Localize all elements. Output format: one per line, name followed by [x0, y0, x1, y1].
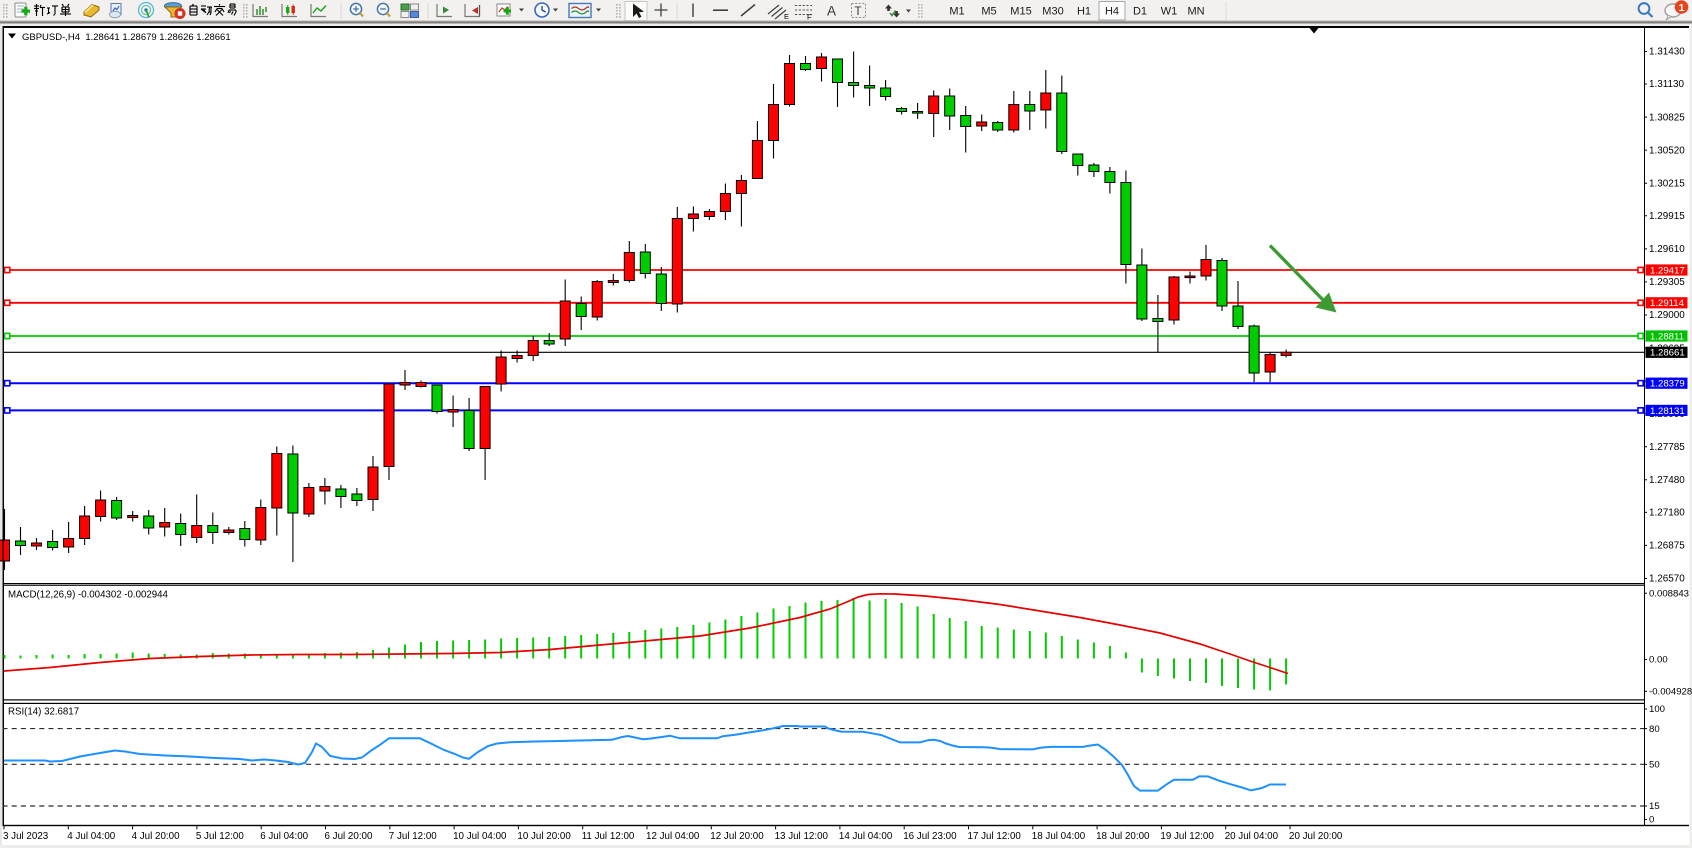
svg-text:A: A: [827, 4, 836, 19]
svg-text:1.28661: 1.28661: [1650, 348, 1685, 359]
svg-text:12 Jul 04:00: 12 Jul 04:00: [646, 831, 700, 842]
svg-text:1.29610: 1.29610: [1649, 244, 1685, 255]
svg-text:F: F: [807, 13, 812, 22]
svg-text:5 Jul 12:00: 5 Jul 12:00: [196, 831, 244, 842]
svg-text:6 Jul 04:00: 6 Jul 04:00: [260, 831, 308, 842]
svg-text:6 Jul 20:00: 6 Jul 20:00: [325, 831, 373, 842]
svg-text:12 Jul 20:00: 12 Jul 20:00: [710, 831, 764, 842]
svg-text:1.28131: 1.28131: [1650, 406, 1685, 417]
svg-text:16 Jul 23:00: 16 Jul 23:00: [903, 831, 957, 842]
svg-text:MACD(12,26,9) -0.004302 -0.002: MACD(12,26,9) -0.004302 -0.002944: [8, 590, 169, 601]
svg-text:M1: M1: [949, 6, 964, 18]
svg-text:H1: H1: [1077, 6, 1091, 18]
svg-text:W1: W1: [1161, 6, 1178, 18]
svg-text:1.27480: 1.27480: [1649, 475, 1685, 486]
svg-text:1.29000: 1.29000: [1649, 310, 1685, 321]
svg-text:7 Jul 12:00: 7 Jul 12:00: [389, 831, 437, 842]
svg-text:50: 50: [1649, 760, 1660, 771]
svg-text:80: 80: [1649, 724, 1660, 735]
svg-text:H4: H4: [1105, 6, 1119, 18]
svg-text:20 Jul 04:00: 20 Jul 04:00: [1225, 831, 1279, 842]
svg-text:1.31130: 1.31130: [1649, 79, 1684, 90]
svg-text:15: 15: [1649, 801, 1660, 812]
svg-text:M5: M5: [981, 6, 996, 18]
svg-text:100: 100: [1649, 704, 1665, 715]
svg-text:18 Jul 04:00: 18 Jul 04:00: [1032, 831, 1086, 842]
svg-text:11 Jul 12:00: 11 Jul 12:00: [582, 831, 635, 842]
svg-text:1.26570: 1.26570: [1649, 574, 1685, 585]
svg-text:1.30215: 1.30215: [1649, 178, 1685, 189]
svg-text:1.29305: 1.29305: [1649, 277, 1685, 288]
svg-text:4 Jul 04:00: 4 Jul 04:00: [67, 831, 115, 842]
svg-text:M15: M15: [1010, 6, 1031, 18]
svg-text:1.29417: 1.29417: [1650, 265, 1685, 276]
svg-text:0: 0: [1649, 815, 1654, 826]
svg-text:1.27785: 1.27785: [1649, 442, 1685, 453]
svg-text:RSI(14) 32.6817: RSI(14) 32.6817: [8, 707, 79, 718]
svg-text:14 Jul 04:00: 14 Jul 04:00: [839, 831, 893, 842]
svg-text:-0.004928: -0.004928: [1649, 687, 1692, 698]
svg-text:T: T: [855, 6, 862, 18]
svg-text:1.27180: 1.27180: [1649, 508, 1685, 519]
svg-text:GBPUSD-,H4 1.28641 1.28679 1.: GBPUSD-,H4 1.28641 1.28679 1.28626 1.286…: [22, 32, 231, 43]
svg-text:4 Jul 20:00: 4 Jul 20:00: [132, 831, 180, 842]
svg-text:1.26875: 1.26875: [1649, 541, 1685, 552]
svg-text:MN: MN: [1187, 6, 1204, 18]
svg-text:1.31430: 1.31430: [1649, 47, 1685, 58]
svg-text:M30: M30: [1042, 6, 1063, 18]
svg-text:3 Jul 2023: 3 Jul 2023: [3, 831, 49, 842]
svg-text:1.29915: 1.29915: [1649, 211, 1685, 222]
svg-text:1.28811: 1.28811: [1650, 331, 1684, 342]
svg-text:0.00: 0.00: [1649, 655, 1668, 666]
svg-text:10 Jul 20:00: 10 Jul 20:00: [517, 831, 571, 842]
svg-text:1.30825: 1.30825: [1649, 112, 1685, 123]
svg-text:0.008843: 0.008843: [1649, 588, 1689, 599]
svg-text:E: E: [784, 12, 789, 21]
svg-text:1.29114: 1.29114: [1650, 298, 1685, 309]
svg-text:10 Jul 04:00: 10 Jul 04:00: [453, 831, 507, 842]
svg-text:D1: D1: [1133, 6, 1147, 18]
svg-text:1.28379: 1.28379: [1650, 379, 1685, 390]
svg-text:1.30520: 1.30520: [1649, 145, 1685, 156]
svg-text:18 Jul 20:00: 18 Jul 20:00: [1096, 831, 1150, 842]
svg-text:13 Jul 12:00: 13 Jul 12:00: [775, 831, 829, 842]
svg-text:1: 1: [1679, 2, 1685, 14]
svg-text:17 Jul 12:00: 17 Jul 12:00: [968, 831, 1022, 842]
svg-text:19 Jul 12:00: 19 Jul 12:00: [1160, 831, 1214, 842]
svg-text:20 Jul 20:00: 20 Jul 20:00: [1289, 831, 1343, 842]
